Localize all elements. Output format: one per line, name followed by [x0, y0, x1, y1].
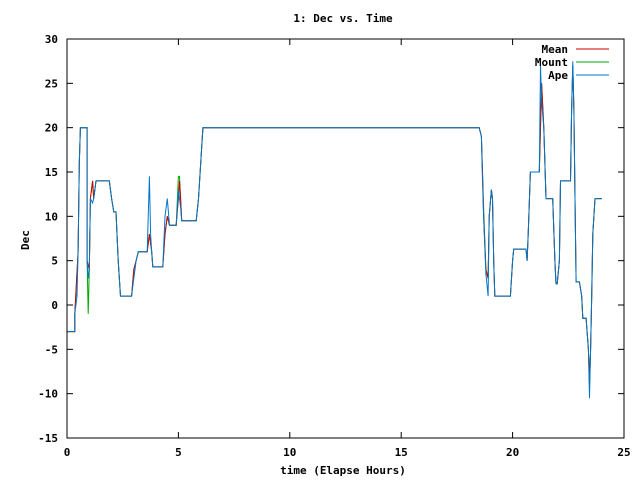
y-tick-label: 25	[45, 77, 58, 90]
y-tick-label: 20	[45, 122, 58, 135]
series-line-mean	[67, 65, 602, 385]
y-axis-label: Dec	[19, 230, 32, 250]
x-axis-label: time (Elapse Hours)	[280, 464, 406, 477]
series-line-ape	[67, 61, 602, 399]
y-tick-label: -10	[38, 388, 58, 401]
x-tick-label: 5	[175, 446, 182, 459]
y-tick-label: 30	[45, 33, 58, 46]
y-tick-label: 5	[51, 255, 58, 268]
x-tick-label: 20	[506, 446, 519, 459]
x-tick-label: 15	[395, 446, 408, 459]
ticks-layer: -15 -10 -5 0 5 10 15 20 25 30 0 5 10 15 20 25	[38, 33, 631, 459]
x-tick-label: 0	[64, 446, 71, 459]
series-layer	[67, 61, 602, 399]
y-tick-label: 10	[45, 210, 58, 223]
legend-label-mount: Mount	[535, 56, 568, 69]
y-tick-label: 15	[45, 166, 58, 179]
y-tick-label: -15	[38, 432, 58, 445]
y-tick-label: 0	[51, 299, 58, 312]
plot-frame	[66, 38, 625, 439]
y-tick-label: -5	[45, 343, 58, 356]
chart-title: 1: Dec vs. Time	[293, 12, 393, 25]
x-tick-label: 10	[283, 446, 296, 459]
legend-label-ape: Ape	[548, 69, 568, 82]
series-line-mount	[67, 65, 602, 385]
x-tick-label: 25	[617, 446, 630, 459]
legend-label-mean: Mean	[542, 43, 569, 56]
